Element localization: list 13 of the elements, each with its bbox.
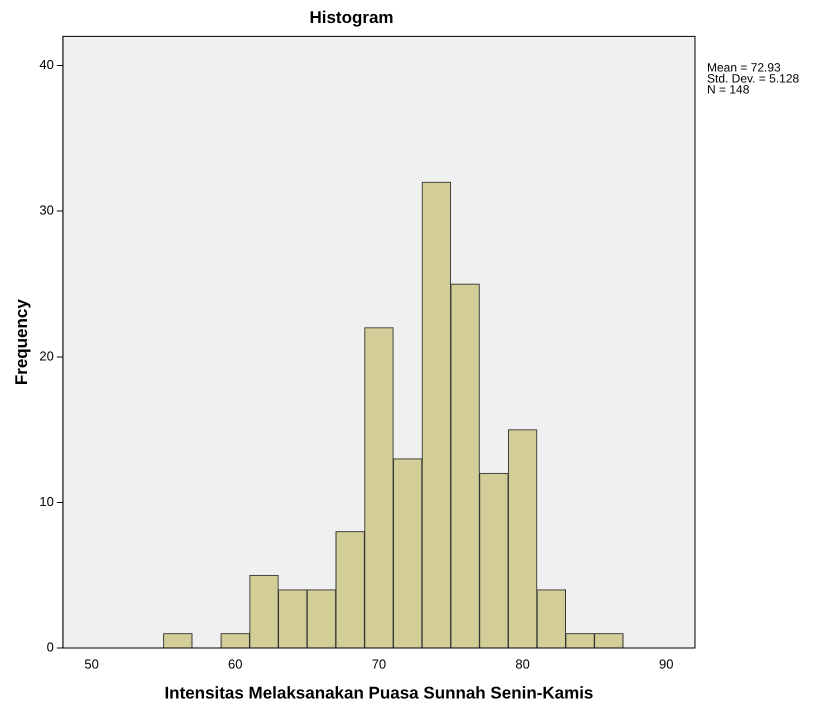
x-tick-label: 80 [515, 656, 530, 672]
y-tick-label: 20 [39, 348, 54, 364]
x-tick-label: 90 [659, 656, 674, 672]
x-axis-title: Intensitas Melaksanakan Puasa Sunnah Senin-Kamis [164, 683, 594, 702]
x-tick-label: 60 [228, 656, 242, 672]
y-tick-label: 40 [39, 57, 54, 72]
y-tick-label: 0 [46, 640, 54, 655]
x-tick-label: 70 [372, 656, 386, 672]
y-tick-label: 10 [39, 494, 54, 509]
x-tick-label: 50 [84, 656, 99, 672]
y-tick-label: 30 [39, 202, 54, 218]
y-axis-title: Frequency [12, 298, 31, 386]
chart-title: Histogram [309, 8, 394, 27]
